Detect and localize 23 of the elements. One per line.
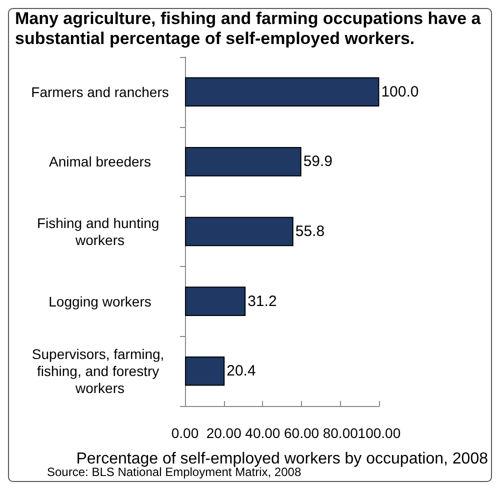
bar	[185, 77, 380, 107]
y-tick-label: Animal breeders	[49, 154, 151, 170]
bar	[185, 286, 246, 316]
bar	[185, 356, 225, 386]
y-tick-label: Logging workers	[48, 293, 152, 310]
y-tick-label: Farmers and ranchers	[31, 84, 169, 100]
bar	[185, 216, 294, 246]
x-tick-label: 60.00	[284, 425, 320, 441]
data-label: 20.4	[226, 362, 256, 380]
x-tick-label: 80.00	[322, 425, 358, 441]
data-label: 100.0	[381, 83, 419, 100]
bar	[185, 147, 302, 176]
data-label: 31.2	[248, 292, 277, 310]
x-axis-title: Percentage of self-employed workers by occupation, 2008	[76, 450, 488, 468]
data-label: 55.8	[295, 223, 325, 240]
x-tick-label: 0.00	[171, 425, 199, 441]
data-label: 59.9	[303, 153, 333, 170]
x-tick-label: 100.00	[358, 425, 401, 441]
x-tick-label: 20.00	[206, 425, 242, 441]
chart-title: Many agriculture, fishing and farming occupations have a substantial percentage of self-employed workers.	[15, 9, 482, 49]
x-tick-label: 40.00	[245, 425, 280, 441]
y-tick-label: Fishing and hunting workers	[36, 215, 164, 248]
y-tick-label: Supervisors, farming, fishing, and forestry workers	[32, 346, 168, 396]
